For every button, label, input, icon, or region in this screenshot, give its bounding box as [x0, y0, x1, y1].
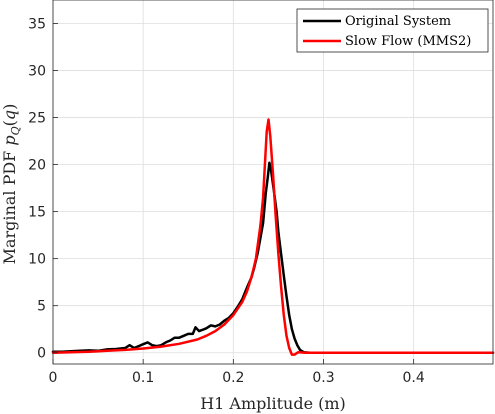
series-line-1	[51, 118, 495, 356]
y-tick-label: 10	[28, 252, 46, 268]
legend-label-original: Original System	[345, 14, 451, 29]
y-tick-label: 30	[28, 64, 46, 80]
y-tick-label: 0	[37, 346, 46, 362]
legend: Original System Slow Flow (MMS2)	[296, 8, 489, 53]
y-axis-title: Marginal PDF pQ(q)	[0, 104, 22, 265]
y-tick-label: 5	[37, 299, 46, 315]
series-line-0	[51, 161, 495, 354]
x-tick-label: 0	[49, 370, 58, 386]
legend-box	[296, 8, 489, 53]
x-tick-label: 0.1	[132, 370, 154, 386]
series-layer	[51, 118, 495, 356]
x-tick-label: 0.3	[312, 370, 334, 386]
x-tick-label: 0.2	[222, 370, 244, 386]
legend-label-slow-flow: Slow Flow (MMS2)	[345, 34, 471, 49]
x-tick-label: 0.4	[403, 370, 425, 386]
y-tick-label: 20	[28, 158, 46, 174]
y-tick-label: 15	[28, 205, 46, 221]
ticks: 0 0.1 0.2 0.3 0.4 0 5 10 15 20 25 30 35	[28, 17, 425, 386]
x-axis-title: H1 Amplitude (m)	[200, 394, 346, 413]
y-tick-label: 35	[28, 17, 46, 33]
plot-border	[52, 0, 494, 365]
y-tick-label: 25	[28, 111, 46, 127]
